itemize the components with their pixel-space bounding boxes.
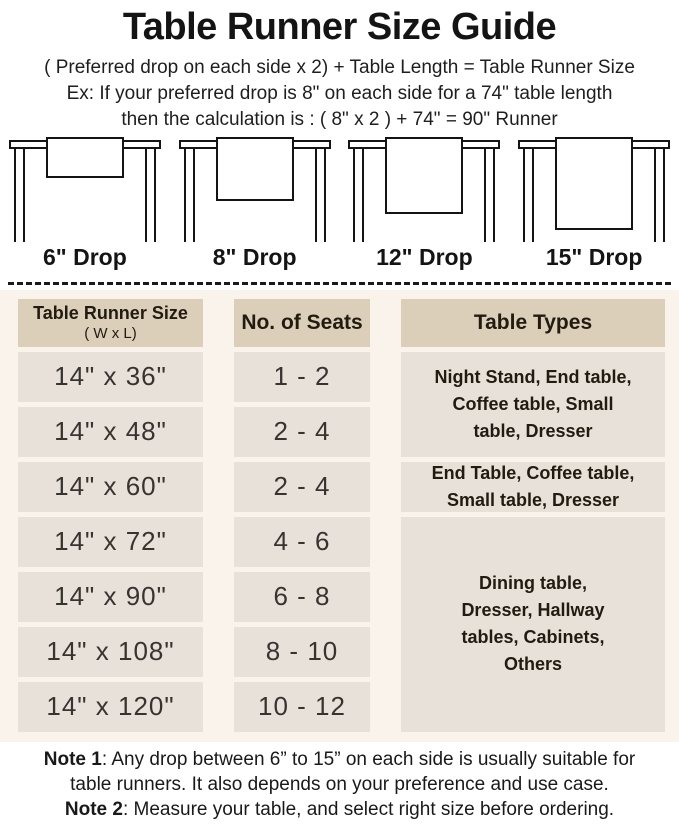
runner-size-cell: 14" x 72" <box>18 516 203 567</box>
notes-section: Note 1: Any drop between 6” to 15” on ea… <box>0 748 679 823</box>
note: Note 1: Any drop between 6” to 15” on ea… <box>6 748 673 797</box>
table-right-leg-icon <box>484 147 496 242</box>
header-runner-size: Table Runner Size ( W x L) <box>18 298 203 347</box>
note-label: Note 2 <box>64 799 123 821</box>
table-left-leg-icon <box>13 147 25 242</box>
size-table-section: Table Runner Size ( W x L) No. of Seats … <box>0 289 679 742</box>
seats-cell: 2 - 4 <box>234 461 370 512</box>
drop-labels-row: 6" Drop 8" Drop 12" Drop 15" Drop <box>0 244 679 274</box>
header-runner-size-subtitle: ( W x L) <box>84 324 137 342</box>
table-left-leg-icon <box>183 147 195 242</box>
seats-cell: 1 - 2 <box>234 351 370 402</box>
seats-cell: 4 - 6 <box>234 516 370 567</box>
drop-label: 12" Drop <box>376 243 473 270</box>
note-text: : Any drop between 6” to 15” on each sid… <box>70 748 636 795</box>
seats-cell: 2 - 4 <box>234 406 370 457</box>
table-illustration <box>8 136 161 242</box>
table-drop-figure <box>509 136 679 242</box>
table-right-leg-icon <box>654 147 666 242</box>
runner-size-cell: 14" x 48" <box>18 406 203 457</box>
formula-text: ( Preferred drop on each side x 2) + Tab… <box>44 56 635 78</box>
drop-label: 6" Drop <box>43 243 127 270</box>
note: Note 2: Measure your table, and select r… <box>6 798 673 823</box>
table-types-cell: Dining table, Dresser, Hallway tables, C… <box>401 516 665 732</box>
drop-label: 15" Drop <box>545 243 643 270</box>
seats-cell: 6 - 8 <box>234 571 370 622</box>
table-runner-icon <box>555 136 634 230</box>
table-right-leg-icon <box>144 147 156 242</box>
table-drop-figure <box>170 136 340 242</box>
table-right-leg-icon <box>314 147 326 242</box>
note-label: Note 1 <box>43 748 102 770</box>
header-runner-size-title: Table Runner Size <box>33 303 188 324</box>
table-types-cell: End Table, Coffee table, Small table, Dr… <box>401 461 665 512</box>
example-line-2: then the calculation is : ( 8" x 2 ) + 7… <box>121 108 558 130</box>
table-illustration <box>518 136 671 242</box>
dashed-divider <box>8 281 671 285</box>
runner-size-cell: 14" x 60" <box>18 461 203 512</box>
seats-cell: 10 - 12 <box>234 681 370 732</box>
size-guide-page: Table Runner Size Guide ( Preferred drop… <box>0 5 679 831</box>
table-illustration <box>348 136 501 242</box>
table-drop-figure <box>340 136 510 242</box>
table-runner-icon <box>45 136 124 178</box>
table-runner-icon <box>215 136 294 201</box>
table-illustration <box>178 136 331 242</box>
table-types-cell: Night Stand, End table, Coffee table, Sm… <box>401 351 665 457</box>
table-drop-figure <box>0 136 170 242</box>
runner-size-cell: 14" x 120" <box>18 681 203 732</box>
header-no-of-seats: No. of Seats <box>234 298 370 347</box>
runner-size-cell: 14" x 108" <box>18 626 203 677</box>
header-table-types: Table Types <box>401 298 665 347</box>
page-title: Table Runner Size Guide <box>122 6 557 48</box>
note-text: : Measure your table, and select right s… <box>122 799 615 821</box>
seats-cell: 8 - 10 <box>234 626 370 677</box>
table-runner-icon <box>385 136 464 214</box>
drop-illustrations-row <box>0 136 679 242</box>
table-left-leg-icon <box>523 147 535 242</box>
drop-label: 8" Drop <box>212 243 297 270</box>
example-line-1: Ex: If your preferred drop is 8" on each… <box>66 82 613 104</box>
size-table: Table Runner Size ( W x L) No. of Seats … <box>18 298 665 732</box>
runner-size-cell: 14" x 36" <box>18 351 203 402</box>
table-left-leg-icon <box>353 147 365 242</box>
runner-size-cell: 14" x 90" <box>18 571 203 622</box>
